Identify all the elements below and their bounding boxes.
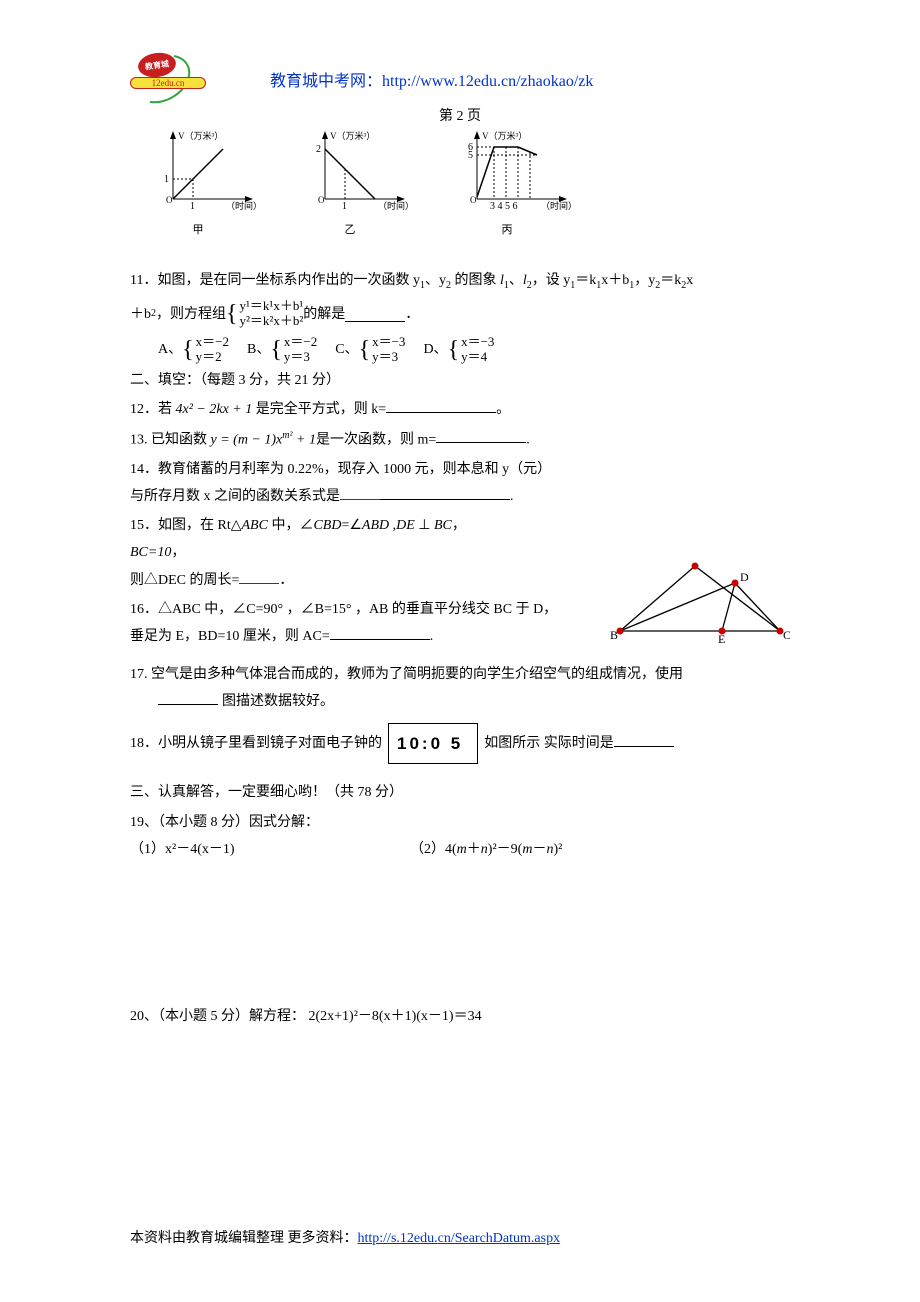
svg-text:3 4 5 6: 3 4 5 6 <box>490 201 518 212</box>
svg-text:5: 5 <box>468 150 473 161</box>
svg-text:1: 1 <box>342 201 347 212</box>
svg-text:O: O <box>318 195 325 205</box>
footer-link[interactable]: http://s.12edu.cn/SearchDatum.aspx <box>358 1231 561 1246</box>
question-11-line2: ＋b2，则方程组 {y¹＝k¹x＋b¹y²＝k²x＋b² 的解是． <box>130 299 790 329</box>
svg-text:E: E <box>718 632 725 646</box>
question-12: 12．若 4x² − 2kx + 1 是完全平方式，则 k=。 <box>130 396 790 423</box>
svg-text:B: B <box>610 628 618 642</box>
site-logo: 教育城 12edu.cn <box>130 55 200 103</box>
logo-url: 12edu.cn <box>130 77 206 89</box>
svg-text:O: O <box>470 195 477 205</box>
section-3-head: 三、认真解答，一定要细心哟！（共 78 分） <box>130 778 790 806</box>
svg-text:V（万米³）: V（万米³） <box>178 130 223 141</box>
chart-bing: V（万米³） （时间） O 6 5 3 4 5 6 丙 <box>442 129 572 237</box>
svg-text:（时间）: （时间） <box>378 200 410 211</box>
question-18: 18．小明从镜子里看到镜子对面电子钟的10:0 5如图所示 实际时间是 <box>130 723 790 764</box>
chart-bing-label: 丙 <box>502 221 513 237</box>
svg-text:2: 2 <box>316 144 321 155</box>
svg-text:D: D <box>740 570 749 584</box>
header-link[interactable]: 教育城中考网：http://www.12edu.cn/zhaokao/zk <box>270 67 593 91</box>
triangle-figure: A B C D E <box>610 561 790 646</box>
question-11-options: A、{x＝−2y＝2 B、{x＝−2y＝3 C、{x＝−3y＝3 D、{x＝−3… <box>158 335 790 365</box>
section-2-head: 二、填空：（每题 3 分，共 21 分） <box>130 367 790 394</box>
page-number: 第 2 页 <box>130 105 790 125</box>
chart-jia: V（万米³） （时间） O 1 1 甲 <box>138 129 258 237</box>
site-label: 教育城中考网： <box>270 73 382 90</box>
charts-row: V（万米³） （时间） O 1 1 甲 V（万米³） （时间） O <box>138 129 790 237</box>
svg-text:（时间）: （时间） <box>226 200 258 211</box>
question-19: 19、（本小题 8 分）因式分解： （1）x²－4(x－1) （2）4(m＋n)… <box>130 809 790 864</box>
question-13: 13. 已知函数 y = (m − 1)xm² + 1是一次函数，则 m=. <box>130 426 790 454</box>
question-15: 15．如图，在 Rt△ABC 中，∠CBD=∠ABD ,DE ⊥ BC， BC=… <box>130 512 490 594</box>
svg-text:（时间）: （时间） <box>541 200 572 211</box>
question-17: 17. 空气是由多种气体混合而成的，教师为了简明扼要的向学生介绍空气的组成情况，… <box>130 661 790 716</box>
svg-text:A: A <box>692 561 701 563</box>
svg-text:1: 1 <box>190 201 195 212</box>
chart-jia-label: 甲 <box>193 221 204 237</box>
page-footer: 本资料由教育城编辑整理 更多资料：http://s.12edu.cn/Searc… <box>130 1227 790 1247</box>
question-20: 20、（本小题 5 分）解方程： 2(2x+1)²－8(x＋1)(x－1)＝34 <box>130 1003 790 1030</box>
svg-text:O: O <box>166 195 173 205</box>
chart-yi-label: 乙 <box>345 221 356 237</box>
svg-text:C: C <box>783 628 790 642</box>
svg-text:1: 1 <box>164 174 169 185</box>
chart-yi: V（万米³） （时间） O 2 1 乙 <box>290 129 410 237</box>
question-14: 14．教育储蓄的月利率为 0.22%，现存入 1000 元，则本息和 y（元） … <box>130 456 790 511</box>
question-11: 11．如图，是在同一坐标系内作出的一次函数 y1、y2 的图象 l1、l2，设 … <box>130 267 790 295</box>
svg-text:V（万米³）: V（万米³） <box>482 130 527 141</box>
mirror-clock: 10:0 5 <box>388 723 478 764</box>
svg-text:V（万米³）: V（万米³） <box>330 130 375 141</box>
site-url[interactable]: http://www.12edu.cn/zhaokao/zk <box>382 73 593 90</box>
